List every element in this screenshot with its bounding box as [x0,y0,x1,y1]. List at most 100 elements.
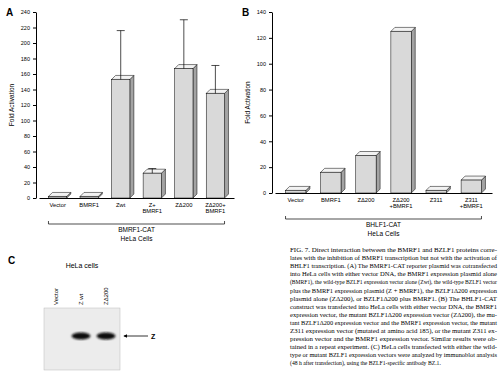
bar [80,196,98,198]
bar-top [206,89,228,93]
error-bar [183,20,184,69]
y-tick: 160 [21,71,36,77]
x-tick-label-line: BMRF1 [321,197,341,203]
x-tick-label-line: ZΔ200 [393,197,410,203]
y-tick-mark [33,167,36,168]
bar-top [461,176,485,180]
error-cap [117,30,125,31]
y-tick-label: 240 [21,9,30,15]
bar-top [286,186,310,190]
y-tick-mark [269,193,272,194]
y-tick: 80 [24,133,36,139]
x-tick-label: BMRF1 [321,197,341,203]
bar-top [112,75,134,79]
x-tick-label-line: +BMRF1 [390,203,413,209]
error-bar [152,169,153,174]
y-tick: 120 [21,102,36,108]
caption-line: expression vector, the mutant BZLF1Δ200 … [290,312,497,319]
y-axis: 020406080100120140 [257,9,273,196]
bar [426,190,446,193]
y-tick: 200 [21,40,36,46]
x-axis-line [276,193,493,194]
x-tick-label: ZΔ200 [357,197,374,203]
y-tick-label: 180 [21,56,30,62]
caption-line: (48 h after transfection), using the BZL… [290,360,441,367]
plot-area [286,27,486,193]
x-tick-label-line: ZΔ200 [175,202,192,208]
bar-side [411,27,415,193]
y-axis: 020406080100120140160180200220240 [21,9,37,201]
x-tick: ZΔ200+BMRF1 [390,193,413,209]
y-tick-label: 100 [257,61,266,67]
y-tick: 40 [260,139,272,145]
y-tick-label: 20 [260,164,266,170]
y-axis-line [272,13,273,194]
y-tick-mark [269,90,272,91]
bar-top [356,152,380,156]
bar-top [426,186,450,190]
blot-panel: CHeLa cellsVectorZ wtZΔ200Z [8,255,156,370]
y-axis-title: Fold Activation [8,83,15,126]
y-tick-mark [33,90,36,91]
x-tick: Z311+BMRF1 [460,193,483,209]
y-tick: 60 [260,113,272,119]
caption-line: lates with the inhibition of BMRF1 trans… [290,255,497,261]
bar-side [161,169,165,198]
x-tick: BMRF1 [321,193,341,203]
y-tick: 100 [21,118,36,124]
x-tick: ZΔ200 [175,198,192,208]
cell-line-label: HeLa Cells [368,230,401,237]
cell-line-label: HeLa Cells [121,235,154,242]
y-axis-title: Fold Activation [244,81,251,124]
panel-label: A [6,7,13,18]
bar-side [376,152,380,193]
x-axis: Vector BMRF1 Zwt Z+BMRF1 ZΔ200 ZΔ200+BMRF1 [40,198,235,214]
lane-label: Vector [53,288,59,305]
reporter-label: BHLF1-CAT [366,221,401,228]
x-tick: Vector [49,198,66,208]
reporter-label: BMRF1-CAT [118,226,155,233]
y-tick-mark [269,64,272,65]
x-tick-label-line: BMRF1 [142,208,162,214]
blot-membrane [44,308,120,370]
bracket [48,221,224,224]
y-tick: 140 [21,87,36,93]
x-tick: Z311 [430,193,443,203]
y-tick-label: 0 [27,195,30,201]
chart: B020406080100120140Fold ActivationVector… [242,7,493,237]
x-tick: ZΔ200+BMRF1 [205,198,226,214]
y-tick-mark [33,28,36,29]
y-tick: 100 [257,61,272,67]
y-tick: 0 [263,190,272,196]
x-tick: Vector [287,193,304,203]
y-tick-mark [33,183,36,184]
bar [48,196,66,198]
bar-top [175,65,197,69]
lane-label: ZΔ200 [103,287,109,305]
x-tick-label-line: Zwt [116,202,126,208]
x-tick-label: BMRF1 [79,202,99,208]
bar-side [225,89,229,198]
bar-top [321,168,345,172]
y-tick: 0 [27,195,36,201]
x-tick-label-line: Vector [287,197,304,203]
y-tick-label: 80 [260,87,266,93]
x-axis: VectorBMRF1ZΔ200ZΔ200+BMRF1Z311Z311+BMRF… [276,193,493,209]
y-tick-mark [33,59,36,60]
band-arrow [124,336,148,337]
bar [143,173,161,198]
y-tick-label: 200 [21,40,30,46]
bar-top [80,192,102,196]
y-tick-mark [269,167,272,168]
y-tick: 220 [21,25,36,31]
x-tick: Z+BMRF1 [142,198,162,214]
panel-label: C [8,255,15,266]
x-tick-label-line: Z311 [430,197,443,203]
band-label: Z [151,333,156,340]
y-tick-mark [33,136,36,137]
y-tick: 120 [257,35,272,41]
y-tick-mark [33,105,36,106]
bar-top [143,169,165,173]
y-tick-mark [269,38,272,39]
error-bar [120,31,121,80]
